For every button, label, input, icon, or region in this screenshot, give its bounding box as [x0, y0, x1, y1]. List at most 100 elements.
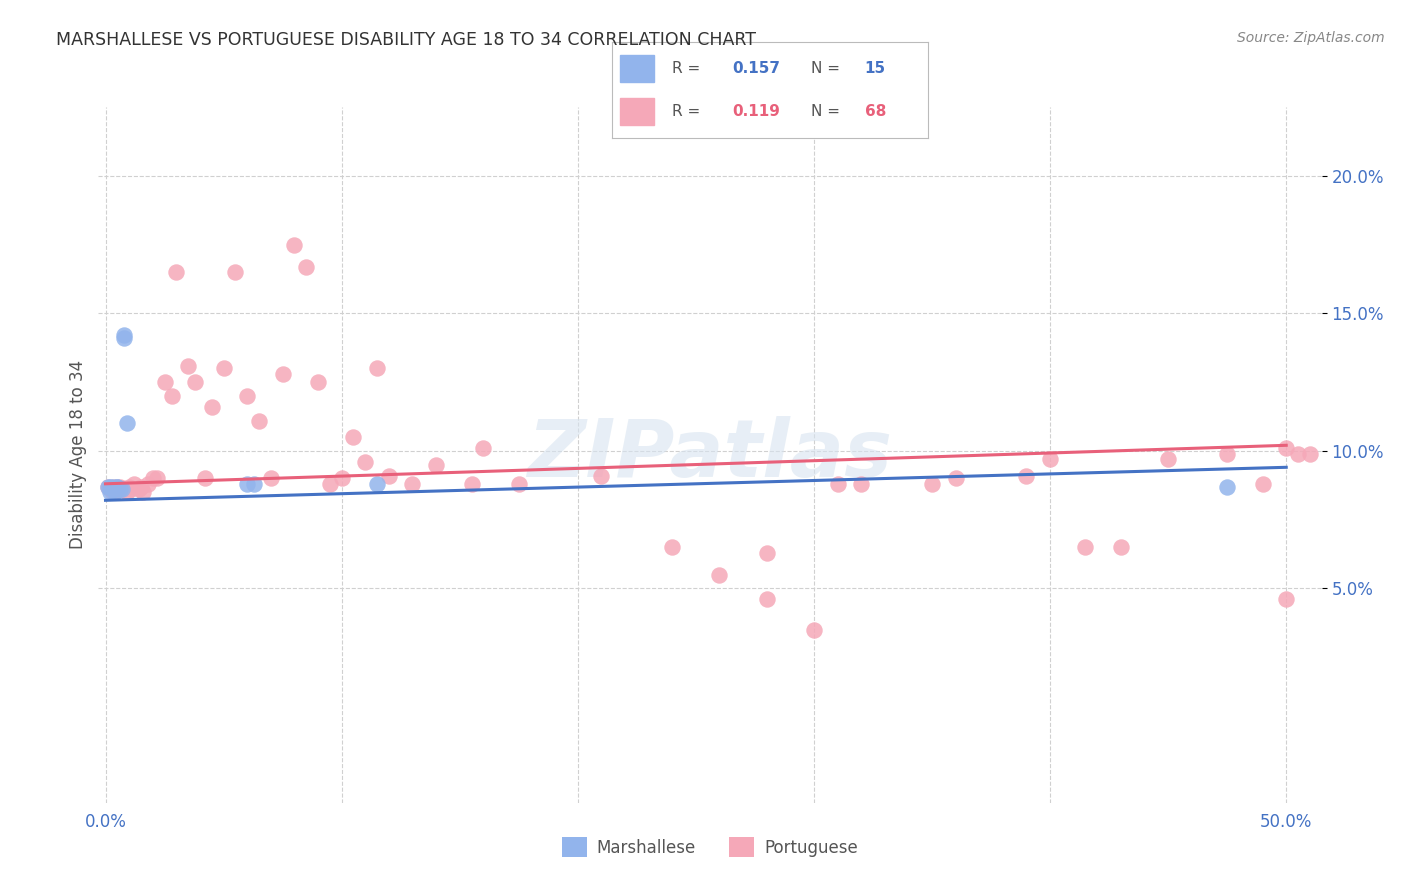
Point — [755, 592, 778, 607]
Point — [97, 479, 120, 493]
Bar — [620, 98, 654, 125]
Point — [1216, 446, 1239, 460]
Point — [177, 359, 200, 373]
Point — [98, 479, 121, 493]
Point — [661, 540, 683, 554]
Point — [105, 479, 128, 493]
Point — [111, 483, 134, 497]
Point — [354, 455, 377, 469]
Point — [112, 328, 135, 343]
Point — [1299, 446, 1322, 460]
Point — [104, 485, 127, 500]
Point — [295, 260, 318, 274]
Point — [121, 483, 143, 497]
Point — [803, 623, 825, 637]
Point — [212, 361, 235, 376]
Point — [1109, 540, 1132, 554]
Point — [1286, 446, 1309, 460]
Point — [136, 476, 159, 491]
Point — [97, 479, 120, 493]
Point — [101, 485, 124, 500]
Point — [153, 375, 176, 389]
Point — [98, 483, 121, 497]
Text: R =: R = — [672, 62, 704, 77]
Point — [755, 545, 778, 559]
Point — [111, 483, 134, 497]
Point — [132, 485, 155, 500]
Point — [129, 479, 152, 493]
Text: N =: N = — [811, 103, 845, 119]
Point — [101, 479, 124, 493]
Point — [142, 471, 165, 485]
Point — [1074, 540, 1097, 554]
Point — [108, 483, 131, 497]
Point — [184, 375, 207, 389]
Text: ZIPatlas: ZIPatlas — [527, 416, 893, 494]
Point — [342, 430, 364, 444]
Text: 68: 68 — [865, 103, 886, 119]
Point — [201, 400, 224, 414]
Point — [112, 331, 135, 345]
Text: Source: ZipAtlas.com: Source: ZipAtlas.com — [1237, 31, 1385, 45]
Y-axis label: Disability Age 18 to 34: Disability Age 18 to 34 — [69, 360, 87, 549]
Point — [105, 479, 128, 493]
Point — [146, 471, 169, 485]
Point — [307, 375, 329, 389]
Point — [508, 476, 530, 491]
Point — [401, 476, 423, 491]
Text: MARSHALLESE VS PORTUGUESE DISABILITY AGE 18 TO 34 CORRELATION CHART: MARSHALLESE VS PORTUGUESE DISABILITY AGE… — [56, 31, 756, 49]
Point — [945, 471, 967, 485]
Point — [108, 479, 131, 493]
Point — [283, 237, 305, 252]
Point — [378, 468, 401, 483]
Point — [472, 441, 495, 455]
Text: R =: R = — [672, 103, 704, 119]
Point — [1039, 452, 1062, 467]
Point — [236, 476, 259, 491]
Point — [128, 483, 150, 497]
Point — [108, 483, 131, 497]
Point — [101, 483, 124, 497]
Point — [1251, 476, 1274, 491]
Point — [460, 476, 482, 491]
Point — [236, 389, 259, 403]
Point — [921, 476, 943, 491]
Point — [105, 479, 128, 493]
Point — [115, 417, 138, 431]
Point — [1275, 441, 1298, 455]
Text: 0.119: 0.119 — [731, 103, 780, 119]
Point — [260, 471, 283, 485]
Point — [319, 476, 342, 491]
Point — [122, 476, 145, 491]
Point — [330, 471, 353, 485]
Point — [101, 479, 124, 493]
Bar — [620, 55, 654, 82]
Text: N =: N = — [811, 62, 845, 77]
Point — [98, 485, 121, 500]
Text: 15: 15 — [865, 62, 886, 77]
Point — [112, 483, 135, 497]
Point — [366, 361, 388, 376]
Point — [247, 413, 270, 427]
Point — [243, 476, 266, 491]
Point — [115, 485, 138, 500]
Point — [165, 265, 187, 279]
Point — [709, 567, 731, 582]
Text: 0.157: 0.157 — [731, 62, 780, 77]
Legend: Marshallese, Portuguese: Marshallese, Portuguese — [555, 830, 865, 864]
Point — [224, 265, 246, 279]
Point — [1015, 468, 1038, 483]
Point — [425, 458, 447, 472]
Point — [104, 483, 127, 497]
Point — [827, 476, 849, 491]
Point — [1157, 452, 1180, 467]
Point — [118, 479, 141, 493]
Point — [849, 476, 872, 491]
Point — [271, 367, 294, 381]
Point — [104, 483, 127, 497]
Point — [591, 468, 613, 483]
Point — [1275, 592, 1298, 607]
Point — [366, 476, 388, 491]
Point — [194, 471, 217, 485]
Point — [1216, 479, 1239, 493]
